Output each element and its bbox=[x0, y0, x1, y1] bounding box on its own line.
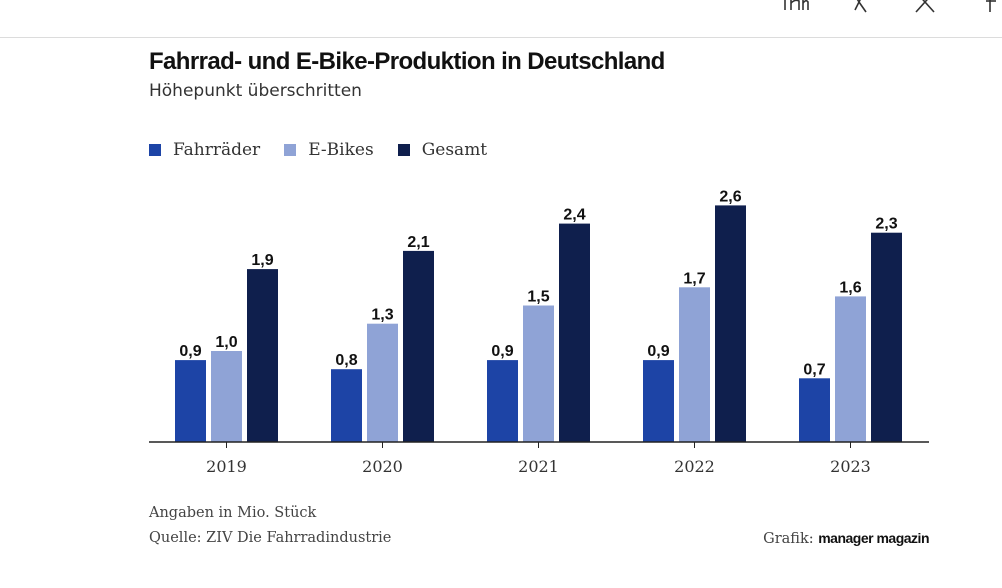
data-label-2021-1: 1,5 bbox=[527, 289, 549, 306]
data-label-2020-1: 1,3 bbox=[371, 307, 393, 324]
data-label-2023-0: 0,7 bbox=[803, 361, 825, 378]
credit: Grafik: manager magazin bbox=[763, 530, 929, 547]
data-label-2019-1: 1,0 bbox=[215, 334, 237, 351]
legend-label-gesamt: Gesamt bbox=[421, 140, 488, 160]
x-tick-label-2019: 2019 bbox=[206, 457, 247, 476]
x-tick-label-2020: 2020 bbox=[362, 457, 403, 476]
legend-label-fahrraeder: Fahrräder bbox=[173, 140, 261, 160]
bar-2023-0 bbox=[799, 378, 830, 442]
bar-2020-0 bbox=[331, 369, 362, 442]
bar-2019-2 bbox=[247, 269, 278, 442]
data-label-2023-2: 2,3 bbox=[875, 216, 897, 233]
source-note: Quelle: ZIV Die Fahrradindustrie bbox=[149, 530, 392, 546]
xing-icon[interactable] bbox=[846, 0, 874, 14]
x-tick-label-2023: 2023 bbox=[830, 457, 871, 476]
chart-legend: Fahrräder E-Bikes Gesamt bbox=[149, 140, 511, 160]
data-label-2022-2: 2,6 bbox=[719, 188, 741, 205]
data-label-2019-0: 0,9 bbox=[179, 343, 201, 360]
x-icon[interactable] bbox=[912, 0, 940, 14]
data-label-2022-1: 1,7 bbox=[683, 270, 705, 287]
chart-subtitle: Höhepunkt überschritten bbox=[149, 81, 362, 101]
data-label-2019-2: 1,9 bbox=[251, 252, 273, 269]
chart-title: Fahrrad- und E-Bike-Produktion in Deutsc… bbox=[149, 48, 665, 75]
unit-note: Angaben in Mio. Stück bbox=[149, 505, 317, 521]
legend-label-ebikes: E-Bikes bbox=[308, 140, 374, 160]
bar-2020-2 bbox=[403, 250, 434, 442]
legend-swatch-ebikes bbox=[284, 144, 297, 156]
share-bar bbox=[0, 0, 1002, 38]
bar-2023-2 bbox=[871, 232, 902, 442]
data-label-2020-0: 0,8 bbox=[335, 352, 357, 369]
bar-2022-1 bbox=[679, 287, 710, 442]
bar-2021-2 bbox=[559, 223, 590, 442]
credit-brand: manager magazin bbox=[818, 530, 929, 546]
credit-label: Grafik: bbox=[763, 531, 814, 547]
linkedin-icon[interactable] bbox=[782, 0, 810, 14]
x-tick-label-2022: 2022 bbox=[674, 457, 715, 476]
legend-swatch-gesamt bbox=[397, 144, 410, 156]
legend-swatch-fahrraeder bbox=[149, 144, 161, 156]
bar-2023-1 bbox=[835, 296, 866, 442]
data-label-2021-2: 2,4 bbox=[563, 207, 585, 224]
facebook-icon[interactable] bbox=[978, 0, 1002, 14]
data-label-2021-0: 0,9 bbox=[491, 343, 513, 360]
bar-2019-0 bbox=[175, 360, 206, 442]
data-label-2022-0: 0,9 bbox=[647, 343, 669, 360]
data-label-2023-1: 1,6 bbox=[839, 279, 861, 296]
legend-item-ebikes: E-Bikes bbox=[284, 140, 374, 160]
data-label-2020-2: 2,1 bbox=[407, 234, 429, 251]
bar-2022-0 bbox=[643, 360, 674, 442]
bar-2022-2 bbox=[715, 205, 746, 442]
bar-2019-1 bbox=[211, 351, 242, 442]
bar-2021-0 bbox=[487, 360, 518, 442]
legend-item-fahrraeder: Fahrräder bbox=[149, 140, 260, 160]
legend-item-gesamt: Gesamt bbox=[397, 140, 488, 160]
x-tick-label-2021: 2021 bbox=[518, 457, 559, 476]
bar-2021-1 bbox=[523, 305, 554, 442]
bar-2020-1 bbox=[367, 323, 398, 442]
